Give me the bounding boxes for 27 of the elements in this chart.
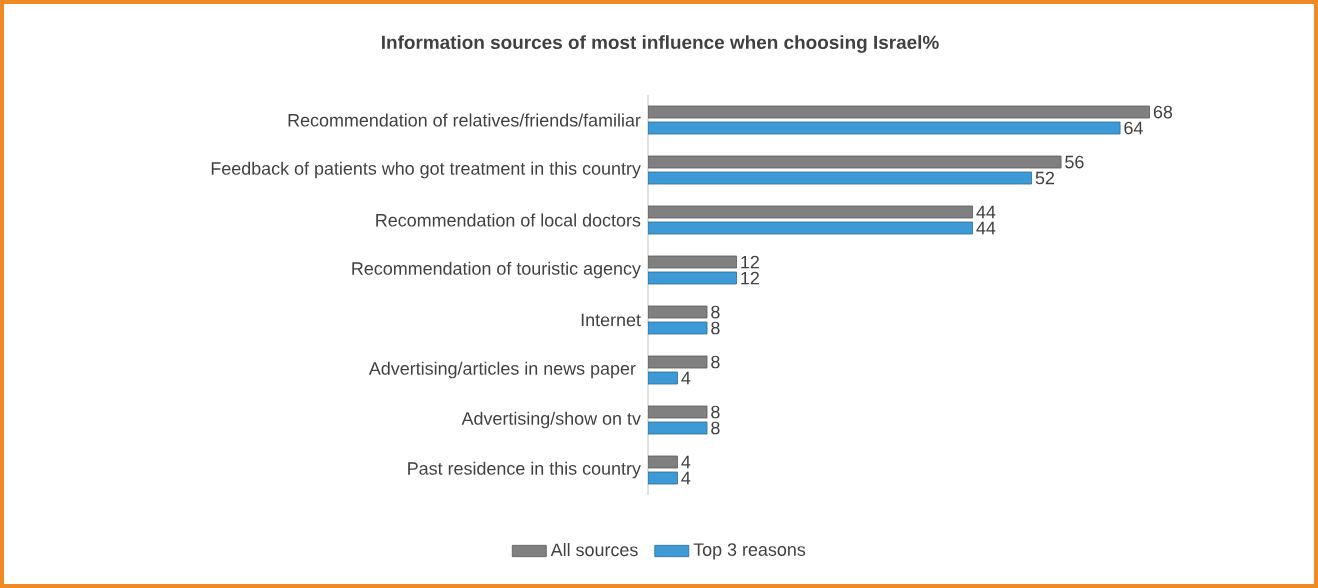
data-label: 68 xyxy=(1153,105,1173,119)
data-label: 8 xyxy=(711,305,720,319)
data-label: 44 xyxy=(976,205,996,219)
data-label: 52 xyxy=(1035,171,1054,185)
y-tick-label: Recommendation of relatives/friends/familiar xyxy=(288,113,641,127)
chart-title: Information sources of most influence when choosing Israel% xyxy=(382,35,939,53)
data-label: 8 xyxy=(711,321,720,335)
legend-label: All sources xyxy=(550,543,638,557)
data-label: 4 xyxy=(681,455,691,469)
data-label: 56 xyxy=(1065,155,1084,169)
data-label: 4 xyxy=(681,371,691,385)
y-tick-label: Recommendation of local doctors xyxy=(376,213,641,227)
y-tick-label: Advertising/articles in news paper xyxy=(368,361,636,379)
y-tick-label: Feedback of patients who got treatment in this country xyxy=(211,161,641,179)
data-label: 44 xyxy=(976,221,996,235)
y-tick-label: Past residence in this country xyxy=(408,461,641,479)
data-label: 8 xyxy=(711,405,720,419)
data-label: 8 xyxy=(711,355,720,369)
data-label: 8 xyxy=(711,421,720,435)
data-label: 12 xyxy=(741,271,759,285)
data-label: 12 xyxy=(741,255,759,269)
legend-label: Top 3 reasons xyxy=(693,543,806,560)
data-label: 4 xyxy=(681,471,691,485)
y-tick-label: Internet xyxy=(581,313,641,327)
y-tick-label: Recommendation of touristic agency xyxy=(352,261,641,279)
y-tick-label: Advertising/show on tv xyxy=(461,411,641,429)
data-label: 64 xyxy=(1124,121,1143,135)
